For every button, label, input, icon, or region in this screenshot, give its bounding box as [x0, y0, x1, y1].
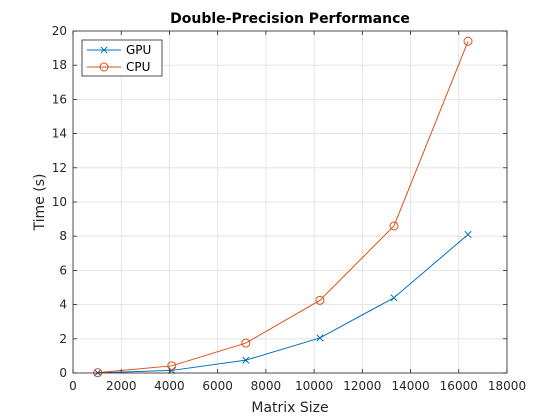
grid-lines: [72, 30, 508, 374]
series-layer: [93, 36, 473, 378]
legend-cpu-marker: [99, 62, 109, 72]
x-tick-label: 10000: [295, 379, 333, 393]
x-tick-label: 12000: [343, 379, 381, 393]
data-point-gpu: [242, 356, 250, 364]
data-point-cpu: [315, 295, 325, 305]
y-tick-label: 18: [52, 58, 67, 72]
x-tick-label: 4000: [154, 379, 185, 393]
x-tick-label: 14000: [391, 379, 429, 393]
legend-gpu-marker: [100, 46, 108, 54]
legend-cpu-marker-shape: [99, 62, 109, 72]
x-axis-label: Matrix Size: [251, 400, 328, 416]
x-tick-label: 8000: [251, 379, 282, 393]
data-point-gpu: [316, 334, 324, 342]
x-tick-label: 16000: [440, 379, 478, 393]
data-point-gpu: [464, 230, 472, 239]
series-gpu: [94, 230, 472, 377]
data-point-gpu: [390, 294, 398, 302]
chart-title: Double-Precision Performance: [170, 11, 410, 27]
y-tick-label: 12: [52, 161, 67, 175]
y-tick-label: 6: [59, 263, 67, 277]
legend-gpu-label: GPU: [126, 43, 151, 57]
y-tick-label: 2: [59, 332, 67, 346]
legend-box: [81, 39, 163, 77]
y-tick-label: 20: [52, 24, 67, 38]
y-tick-label: 0: [59, 366, 67, 380]
y-tick-label: 10: [52, 195, 67, 209]
x-tick-label: 6000: [202, 379, 233, 393]
data-point-cpu: [389, 221, 399, 231]
legend: GPU CPU: [81, 39, 163, 77]
x-tick-label: 2000: [106, 379, 137, 393]
series-gpu-line: [97, 234, 469, 374]
y-tick-label: 8: [59, 229, 67, 243]
y-tick-label: 16: [52, 92, 67, 106]
x-tick-label: 18000: [488, 379, 526, 393]
tick-labels: 0 2000 4000 6000 8000 10000 12000 14000 16000 180…: [52, 24, 526, 393]
series-cpu-line: [97, 41, 469, 374]
x-tick-label: 0: [69, 379, 77, 393]
y-tick-label: 14: [52, 127, 67, 141]
legend-gpu-marker-shape: [100, 46, 108, 54]
tick-marks: [72, 30, 508, 374]
data-point-cpu: [241, 338, 251, 348]
y-axis-label: Time (s): [32, 174, 48, 232]
legend-cpu-label: CPU: [126, 60, 150, 74]
data-point-cpu: [167, 361, 177, 371]
y-tick-label: 4: [59, 298, 67, 312]
data-point-cpu: [463, 36, 473, 46]
